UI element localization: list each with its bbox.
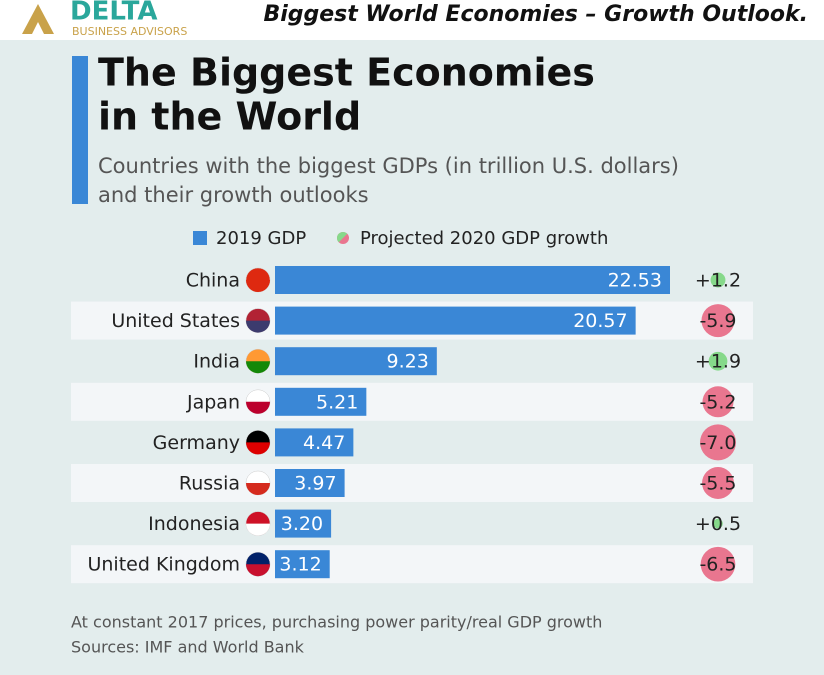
row-band bbox=[71, 545, 753, 584]
brand-sub: BUSINESS ADVISORS bbox=[72, 25, 187, 38]
growth-bubble bbox=[708, 351, 728, 371]
chart-title: The Biggest Economies bbox=[98, 51, 595, 95]
growth-label: +1.2 bbox=[695, 270, 741, 292]
logo-mark-inner bbox=[32, 22, 44, 34]
value-label: 5.21 bbox=[316, 391, 358, 413]
bar bbox=[275, 550, 330, 579]
flag bbox=[246, 483, 270, 495]
flag bbox=[246, 442, 270, 455]
row-band bbox=[71, 464, 753, 502]
note: Sources: IMF and World Bank bbox=[71, 638, 305, 657]
legend-swatch bbox=[337, 232, 348, 243]
category-label: Russia bbox=[179, 473, 240, 495]
bar bbox=[275, 306, 636, 335]
title-accent bbox=[72, 56, 88, 204]
growth-bubble bbox=[701, 304, 735, 338]
growth-label: -6.5 bbox=[699, 554, 736, 576]
value-label: 3.97 bbox=[294, 473, 336, 495]
category-label: China bbox=[186, 270, 240, 292]
growth-bubble bbox=[710, 272, 726, 288]
bar bbox=[275, 428, 354, 457]
growth-bubble bbox=[702, 467, 734, 499]
bar bbox=[275, 347, 437, 376]
value-label: 22.53 bbox=[608, 270, 662, 292]
legend-label: Projected 2020 GDP growth bbox=[360, 228, 608, 249]
growth-bubble bbox=[713, 518, 723, 529]
category-label: Germany bbox=[153, 432, 240, 454]
growth-bubble bbox=[700, 546, 736, 582]
bar bbox=[275, 266, 670, 294]
subtitle: Countries with the biggest GDPs (in tril… bbox=[98, 154, 679, 178]
value-label: 9.23 bbox=[387, 351, 429, 373]
growth-label: +1.9 bbox=[695, 351, 741, 373]
category-label: Indonesia bbox=[148, 513, 240, 535]
value-label: 3.20 bbox=[281, 513, 323, 535]
growth-bubble bbox=[702, 386, 734, 418]
growth-bubble bbox=[700, 424, 736, 461]
value-label: 20.57 bbox=[573, 310, 627, 332]
flag bbox=[246, 564, 270, 577]
flag bbox=[246, 320, 270, 333]
category-label: Japan bbox=[186, 391, 240, 413]
value-label: 3.12 bbox=[279, 554, 321, 576]
bar bbox=[275, 509, 332, 538]
flag bbox=[246, 523, 270, 536]
flag bbox=[246, 401, 270, 414]
growth-label: +0.5 bbox=[695, 513, 741, 535]
category-label: United Kingdom bbox=[87, 554, 240, 576]
banner-title: Biggest World Economies – Growth Outlook… bbox=[263, 2, 808, 27]
legend-swatch bbox=[193, 231, 207, 245]
growth-label: -5.5 bbox=[699, 473, 736, 495]
category-label: United States bbox=[111, 310, 240, 332]
bar bbox=[275, 387, 367, 416]
row-band bbox=[71, 382, 753, 421]
growth-label: -5.2 bbox=[699, 391, 736, 413]
value-label: 4.47 bbox=[303, 432, 345, 454]
subtitle: and their growth outlooks bbox=[98, 183, 369, 207]
logo-mark bbox=[22, 4, 54, 34]
bar bbox=[275, 469, 345, 497]
brand: DELTA bbox=[70, 0, 157, 27]
growth-label: -5.9 bbox=[699, 310, 736, 332]
category-label: India bbox=[193, 351, 240, 373]
flag bbox=[246, 280, 270, 292]
top-banner bbox=[0, 0, 824, 40]
note: At constant 2017 prices, purchasing powe… bbox=[71, 613, 602, 632]
chart-title: in the World bbox=[98, 95, 361, 139]
flag bbox=[246, 361, 270, 374]
growth-label: -7.0 bbox=[699, 432, 736, 454]
legend-label: 2019 GDP bbox=[216, 228, 306, 249]
